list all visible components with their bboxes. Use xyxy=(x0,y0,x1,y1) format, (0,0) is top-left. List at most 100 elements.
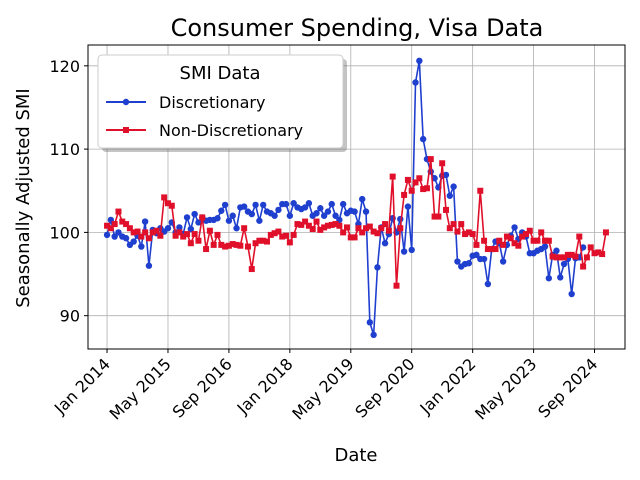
y-tick-label: 90 xyxy=(60,307,80,326)
data-point xyxy=(142,229,149,236)
data-point xyxy=(248,266,255,273)
data-point xyxy=(477,187,484,194)
data-point xyxy=(164,225,172,232)
data-point xyxy=(282,200,290,208)
data-point xyxy=(313,218,320,225)
data-point xyxy=(572,253,579,260)
data-point xyxy=(500,241,507,248)
data-point xyxy=(557,274,564,281)
data-point xyxy=(454,228,461,235)
legend-marker-discretionary xyxy=(122,98,130,106)
data-point xyxy=(248,210,255,218)
data-point xyxy=(443,206,449,213)
data-point xyxy=(328,221,335,228)
data-point xyxy=(408,246,415,254)
data-point xyxy=(229,212,236,219)
data-point xyxy=(301,204,309,211)
data-point xyxy=(481,237,488,244)
data-point xyxy=(576,233,583,240)
data-point xyxy=(492,246,499,253)
data-point xyxy=(339,200,347,208)
legend-marker-non-discretionary xyxy=(123,127,129,133)
data-point xyxy=(553,254,560,261)
data-point xyxy=(400,248,408,255)
data-point xyxy=(473,241,480,248)
data-point xyxy=(332,221,339,228)
data-point xyxy=(431,175,438,182)
data-point xyxy=(484,246,491,253)
data-point xyxy=(419,135,427,143)
data-point xyxy=(332,212,339,219)
legend-label-discretionary: Discretionary xyxy=(159,93,265,112)
data-point xyxy=(309,226,316,233)
y-tick-label: 110 xyxy=(49,140,80,159)
data-point xyxy=(359,195,366,203)
data-point xyxy=(290,200,297,207)
data-point xyxy=(210,241,217,248)
data-point xyxy=(157,232,164,239)
data-point xyxy=(184,231,191,238)
data-point xyxy=(153,227,160,234)
data-point xyxy=(336,222,343,229)
data-point xyxy=(195,237,202,244)
data-point xyxy=(347,234,354,241)
data-point xyxy=(191,231,198,238)
data-point xyxy=(149,229,156,236)
data-point xyxy=(229,241,236,248)
data-point xyxy=(180,233,187,240)
data-point xyxy=(138,233,145,240)
data-point xyxy=(199,214,206,221)
legend: SMI Data Discretionary Non-Discretionary xyxy=(97,54,347,152)
data-point xyxy=(183,214,191,221)
x-tick-label: May 2023 xyxy=(471,354,540,423)
data-point xyxy=(420,186,427,193)
data-point xyxy=(404,203,412,210)
data-point xyxy=(519,233,526,240)
data-point xyxy=(416,57,423,65)
data-point xyxy=(130,229,137,236)
legend-box xyxy=(97,54,344,149)
data-point xyxy=(115,208,122,215)
data-point xyxy=(141,218,149,225)
x-axis-label: Date xyxy=(334,445,377,466)
data-point xyxy=(233,225,240,232)
data-point xyxy=(435,213,442,220)
data-point xyxy=(599,251,606,258)
data-point xyxy=(507,235,514,242)
y-axis-label: Seasonally Adjusted SMI xyxy=(13,88,34,308)
data-point xyxy=(503,233,510,240)
data-point xyxy=(557,254,564,261)
data-point xyxy=(351,208,358,215)
data-point xyxy=(404,176,411,183)
data-point xyxy=(138,243,145,250)
data-point xyxy=(381,240,389,247)
data-point xyxy=(218,207,225,214)
data-point xyxy=(484,280,492,288)
data-point xyxy=(328,200,335,208)
data-point xyxy=(256,237,263,244)
data-point xyxy=(275,228,282,235)
data-point xyxy=(549,253,556,260)
data-point xyxy=(187,225,195,233)
data-point xyxy=(145,262,153,269)
data-point xyxy=(256,217,263,224)
data-point xyxy=(302,218,309,225)
x-tick-label: May 2019 xyxy=(288,354,357,423)
data-point xyxy=(221,201,229,209)
data-point xyxy=(275,206,282,214)
data-point xyxy=(225,242,232,249)
y-tick-label: 100 xyxy=(49,223,80,242)
data-point xyxy=(271,212,278,219)
data-point xyxy=(446,192,454,199)
data-point xyxy=(363,225,370,232)
data-point xyxy=(397,225,404,232)
data-point xyxy=(515,242,522,249)
data-point xyxy=(241,225,248,232)
data-point xyxy=(439,160,446,167)
data-point xyxy=(560,260,568,268)
data-point xyxy=(244,243,251,250)
data-point xyxy=(313,210,320,217)
x-tick-label: Jan 2022 xyxy=(416,354,480,418)
data-point xyxy=(172,232,179,239)
